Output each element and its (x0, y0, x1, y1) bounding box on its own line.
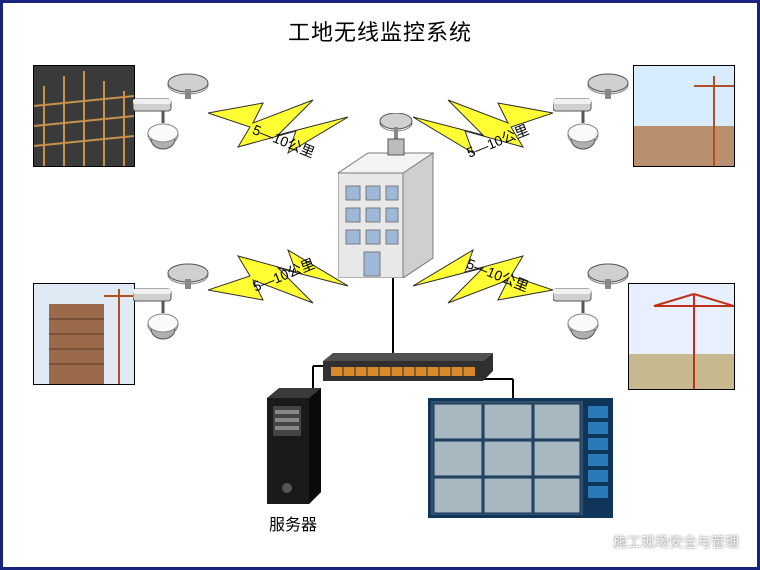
hub-antenna-icon (378, 113, 414, 159)
camera-node-tr (553, 73, 638, 153)
server-icon (263, 388, 325, 508)
server-label: 服务器 (269, 511, 317, 535)
camera-node-bl (133, 263, 218, 343)
monitor-panel (428, 398, 613, 518)
camera-node-br (553, 263, 638, 343)
network-switch-icon (323, 353, 493, 381)
camera-node-tl (133, 73, 218, 153)
diagram-stage: 5—10公里 5—10公里 5—10公里 5—10公里 (33, 53, 727, 547)
diagram-title: 工地无线监控系统 (3, 3, 757, 47)
diagram-frame: 工地无线监控系统 5—10公里 5—10公里 5—10公里 (0, 0, 760, 570)
wechat-icon (583, 531, 605, 553)
watermark-text: 施工现场安全与管理 (613, 532, 739, 552)
watermark: 施工现场安全与管理 (583, 531, 739, 553)
hub-building (338, 148, 448, 278)
